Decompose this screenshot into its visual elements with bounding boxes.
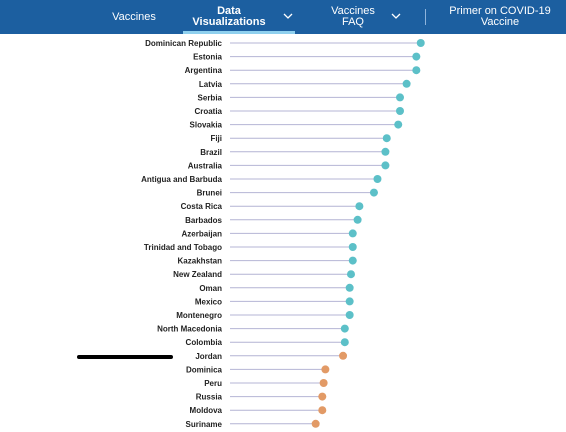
category-label: Serbia xyxy=(198,93,223,102)
nav-vaccines[interactable]: Vaccines xyxy=(84,0,184,34)
category-label: Brazil xyxy=(200,148,222,157)
category-label: Dominican Republic xyxy=(145,39,222,48)
lollipop-dot[interactable] xyxy=(394,120,403,129)
lollipop-chart: Dominican Republic Estonia Argentina Latvia… xyxy=(141,39,425,429)
category-label: Antigua and Barbuda xyxy=(141,175,222,184)
lollipop-dot[interactable] xyxy=(373,175,382,183)
category-label: Suriname xyxy=(186,420,223,429)
category-label: Barbados xyxy=(185,216,222,225)
category-label: Croatia xyxy=(194,107,222,116)
nav-primer-line2: Vaccine xyxy=(480,16,520,28)
redaction-mark xyxy=(77,355,173,359)
lollipop-dot[interactable] xyxy=(395,93,404,102)
category-label: Brunei xyxy=(197,189,222,198)
nav-data-visualizations-line1: Data xyxy=(217,5,241,17)
category-label: Peru xyxy=(204,379,222,388)
category-label: Australia xyxy=(188,161,223,170)
lollipop-dot[interactable] xyxy=(340,324,349,333)
category-label: Slovakia xyxy=(190,121,223,130)
lollipop-dot[interactable] xyxy=(412,66,421,75)
lollipop-dot[interactable] xyxy=(355,202,364,211)
lollipop-dot[interactable] xyxy=(345,283,354,292)
nav-vaccines-label: Vaccines xyxy=(112,10,156,23)
top-nav: Vaccines Data Visualizations Vaccines FA… xyxy=(0,0,566,34)
lollipop-dot[interactable] xyxy=(319,379,328,387)
category-label: Latvia xyxy=(199,80,223,89)
category-label: Trinidad and Tobago xyxy=(144,243,222,252)
nav-primer-line1: Primer on COVID-19 xyxy=(449,5,551,17)
lollipop-dot[interactable] xyxy=(321,365,330,374)
category-label: Dominica xyxy=(186,365,223,374)
nav-vaccines-faq-line2: FAQ xyxy=(341,16,364,28)
category-label: Kazakhstan xyxy=(178,257,223,266)
category-label: Russia xyxy=(196,393,223,402)
lollipop-dot[interactable] xyxy=(311,419,320,428)
nav-vaccines-faq[interactable]: Vaccines FAQ xyxy=(318,0,388,34)
lollipop-dot[interactable] xyxy=(346,270,355,279)
lollipop-dot[interactable] xyxy=(348,229,357,238)
lollipop-dot[interactable] xyxy=(369,188,378,197)
category-label: Moldova xyxy=(190,406,223,415)
category-label: Jordan xyxy=(195,352,222,361)
category-label: Fiji xyxy=(210,134,222,143)
category-label: North Macedonia xyxy=(157,325,222,334)
category-label: Oman xyxy=(199,284,222,293)
lollipop-dot[interactable] xyxy=(345,311,354,319)
category-label: Costa Rica xyxy=(181,202,223,211)
lollipop-dot[interactable] xyxy=(345,297,354,306)
active-tab-indicator xyxy=(183,31,295,34)
lollipop-dot[interactable] xyxy=(353,215,362,224)
chevron-down-icon[interactable] xyxy=(391,12,401,20)
lollipop-dot[interactable] xyxy=(339,351,348,360)
category-label: Colombia xyxy=(186,338,223,347)
category-label: Estonia xyxy=(193,53,222,62)
category-label: Montenegro xyxy=(176,311,222,320)
nav-divider xyxy=(425,9,426,25)
nav-data-visualizations[interactable]: Data Visualizations xyxy=(183,0,275,34)
lollipop-dot[interactable] xyxy=(382,134,391,143)
category-label: Azerbaijan xyxy=(182,229,223,238)
category-label: Mexico xyxy=(195,297,222,306)
nav-vaccines-faq-label: Vaccines FAQ xyxy=(331,6,375,28)
lollipop-dot[interactable] xyxy=(348,243,357,251)
category-label: Argentina xyxy=(185,66,223,75)
nav-primer-label: Primer on COVID-19 Vaccine xyxy=(449,6,550,28)
lollipop-dot[interactable] xyxy=(340,338,349,347)
lollipop-dot[interactable] xyxy=(412,52,421,61)
lollipop-dot[interactable] xyxy=(416,39,425,47)
lollipop-dot[interactable] xyxy=(395,107,404,115)
nav-data-visualizations-label: Data Visualizations xyxy=(192,6,265,28)
nav-data-visualizations-line2: Visualizations xyxy=(192,16,266,28)
lollipop-dot[interactable] xyxy=(402,79,411,88)
lollipop-dot[interactable] xyxy=(318,406,327,415)
nav-vaccines-faq-line1: Vaccines xyxy=(331,5,375,17)
nav-primer[interactable]: Primer on COVID-19 Vaccine xyxy=(440,0,560,34)
lollipop-dot[interactable] xyxy=(381,161,390,170)
chevron-down-icon[interactable] xyxy=(283,12,293,20)
lollipop-dot[interactable] xyxy=(318,392,327,401)
lollipop-dot[interactable] xyxy=(348,256,357,265)
category-label: New Zealand xyxy=(173,270,222,279)
lollipop-dot[interactable] xyxy=(381,147,390,156)
